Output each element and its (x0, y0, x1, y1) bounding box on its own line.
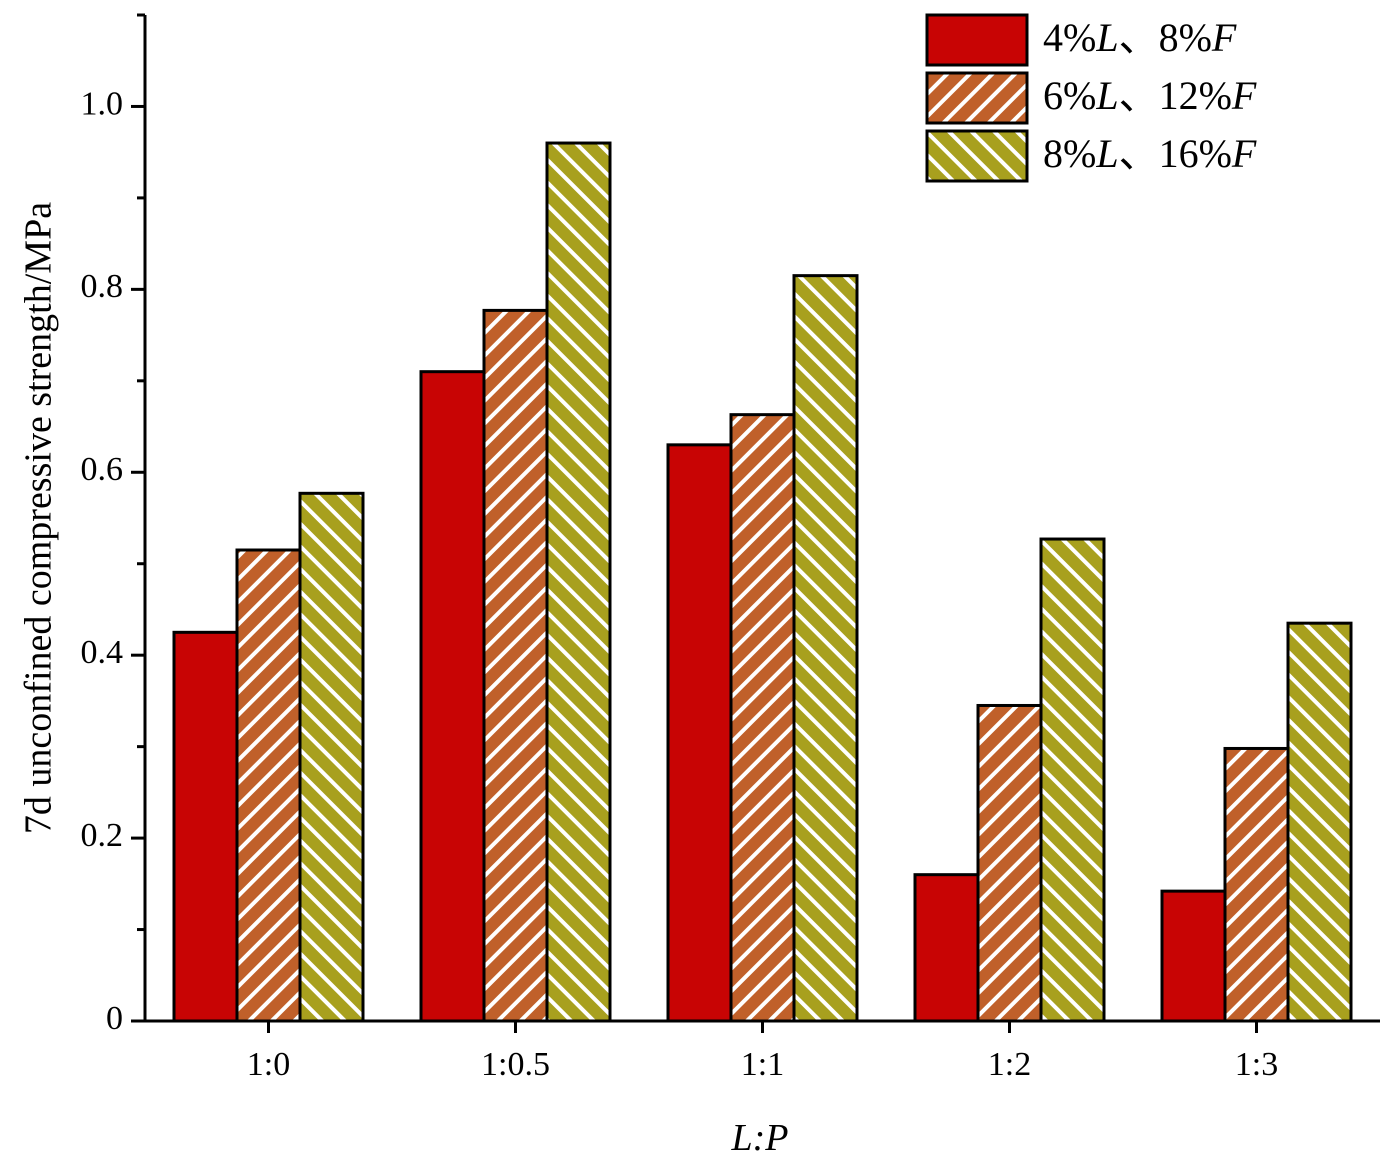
bar-1-3-series-1 (1160, 889, 1227, 1023)
y-tick-label: 0.6 (81, 451, 124, 488)
axes-group: 1:0 1:0.5 1:1 1:2 1:3 0 0.2 0.4 0.6 0.8 1.0 (81, 13, 1380, 1083)
y-tick-label: 0 (106, 1000, 123, 1037)
x-tick-label: 1:2 (988, 1046, 1031, 1083)
bar-1-3-series-3 (1286, 621, 1353, 1023)
bar-1-0-series-1 (172, 630, 239, 1023)
legend: 4%L、8%F 6%L、12%F 8%L、16%F (925, 13, 1257, 183)
legend-label-3: 8%L、16%F (1043, 131, 1257, 176)
legend-label-2: 6%L、12%F (1043, 73, 1257, 118)
legend-swatch-3 (925, 129, 1029, 183)
bar-1-0-series-3 (298, 491, 365, 1023)
bar-1-0-series-2 (235, 548, 302, 1023)
bar-1-2-series-2 (976, 703, 1043, 1023)
bar-1-2-series-3 (1039, 537, 1106, 1023)
bar-1-0-5-series-1 (419, 370, 486, 1023)
y-tick-label: 0.8 (81, 268, 124, 305)
x-tick-label: 1:1 (741, 1046, 784, 1083)
bar-1-1-series-2 (729, 413, 796, 1023)
bar-1-0-5-series-3 (545, 141, 612, 1023)
bars-group (172, 141, 1353, 1023)
bar-1-3-series-2 (1223, 746, 1290, 1023)
bar-1-0-5-series-2 (482, 308, 549, 1023)
y-tick-label: 0.4 (81, 634, 124, 671)
y-axis-title: 7d unconfined compressive strength/MPa (18, 202, 60, 834)
legend-swatch-2 (925, 71, 1029, 125)
bar-1-1-series-1 (666, 443, 733, 1023)
bar-1-2-series-1 (913, 873, 980, 1023)
x-axis-title: L:P (731, 1117, 789, 1159)
legend-label-1: 4%L、8%F (1043, 15, 1237, 60)
y-tick-label: 0.2 (81, 817, 124, 854)
x-tick-label: 1:0 (247, 1046, 290, 1083)
legend-swatch-1 (925, 13, 1029, 67)
x-tick-label: 1:0.5 (481, 1046, 550, 1083)
x-tick-label: 1:3 (1235, 1046, 1278, 1083)
y-tick-label: 1.0 (81, 85, 124, 122)
bar-1-1-series-3 (792, 274, 859, 1023)
